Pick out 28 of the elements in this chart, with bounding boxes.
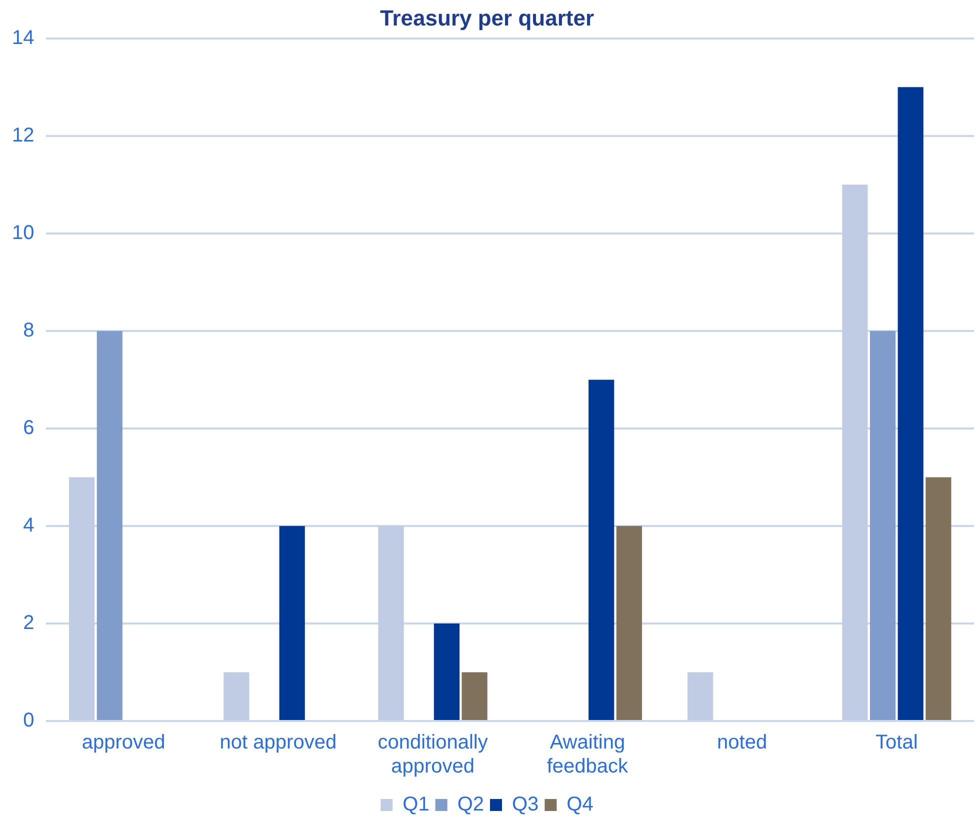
bar	[870, 330, 896, 720]
y-tick-label: 14	[12, 26, 34, 49]
x-tick-label: Total	[876, 732, 918, 754]
y-tick-label: 2	[23, 612, 34, 634]
x-tick-label: noted	[717, 732, 768, 754]
bar	[434, 623, 460, 720]
bar	[279, 526, 305, 720]
legend-label: Q2	[457, 794, 484, 816]
bar	[616, 526, 642, 720]
x-tick-label: conditionally approved	[378, 732, 488, 778]
x-tick-label: approved	[82, 732, 166, 754]
y-tick-label: 8	[23, 319, 34, 342]
chart-title: Treasury per quarter	[380, 5, 594, 30]
legend-label: Q3	[512, 794, 539, 816]
y-tick-label: 6	[23, 416, 34, 439]
legend-label: Q4	[566, 794, 594, 816]
bar	[926, 477, 952, 720]
y-tick-label: 4	[23, 514, 34, 536]
x-tick-label: Awaiting feedback	[546, 732, 630, 778]
y-tick-label: 12	[12, 124, 34, 146]
y-tick-label: 0	[23, 710, 34, 732]
x-tick-label: not approved	[220, 732, 337, 754]
bar	[96, 330, 122, 720]
y-tick-label: 10	[12, 222, 34, 244]
bar	[588, 380, 614, 720]
legend-label: Q1	[402, 794, 430, 816]
bar	[462, 672, 488, 720]
bar	[898, 87, 924, 720]
